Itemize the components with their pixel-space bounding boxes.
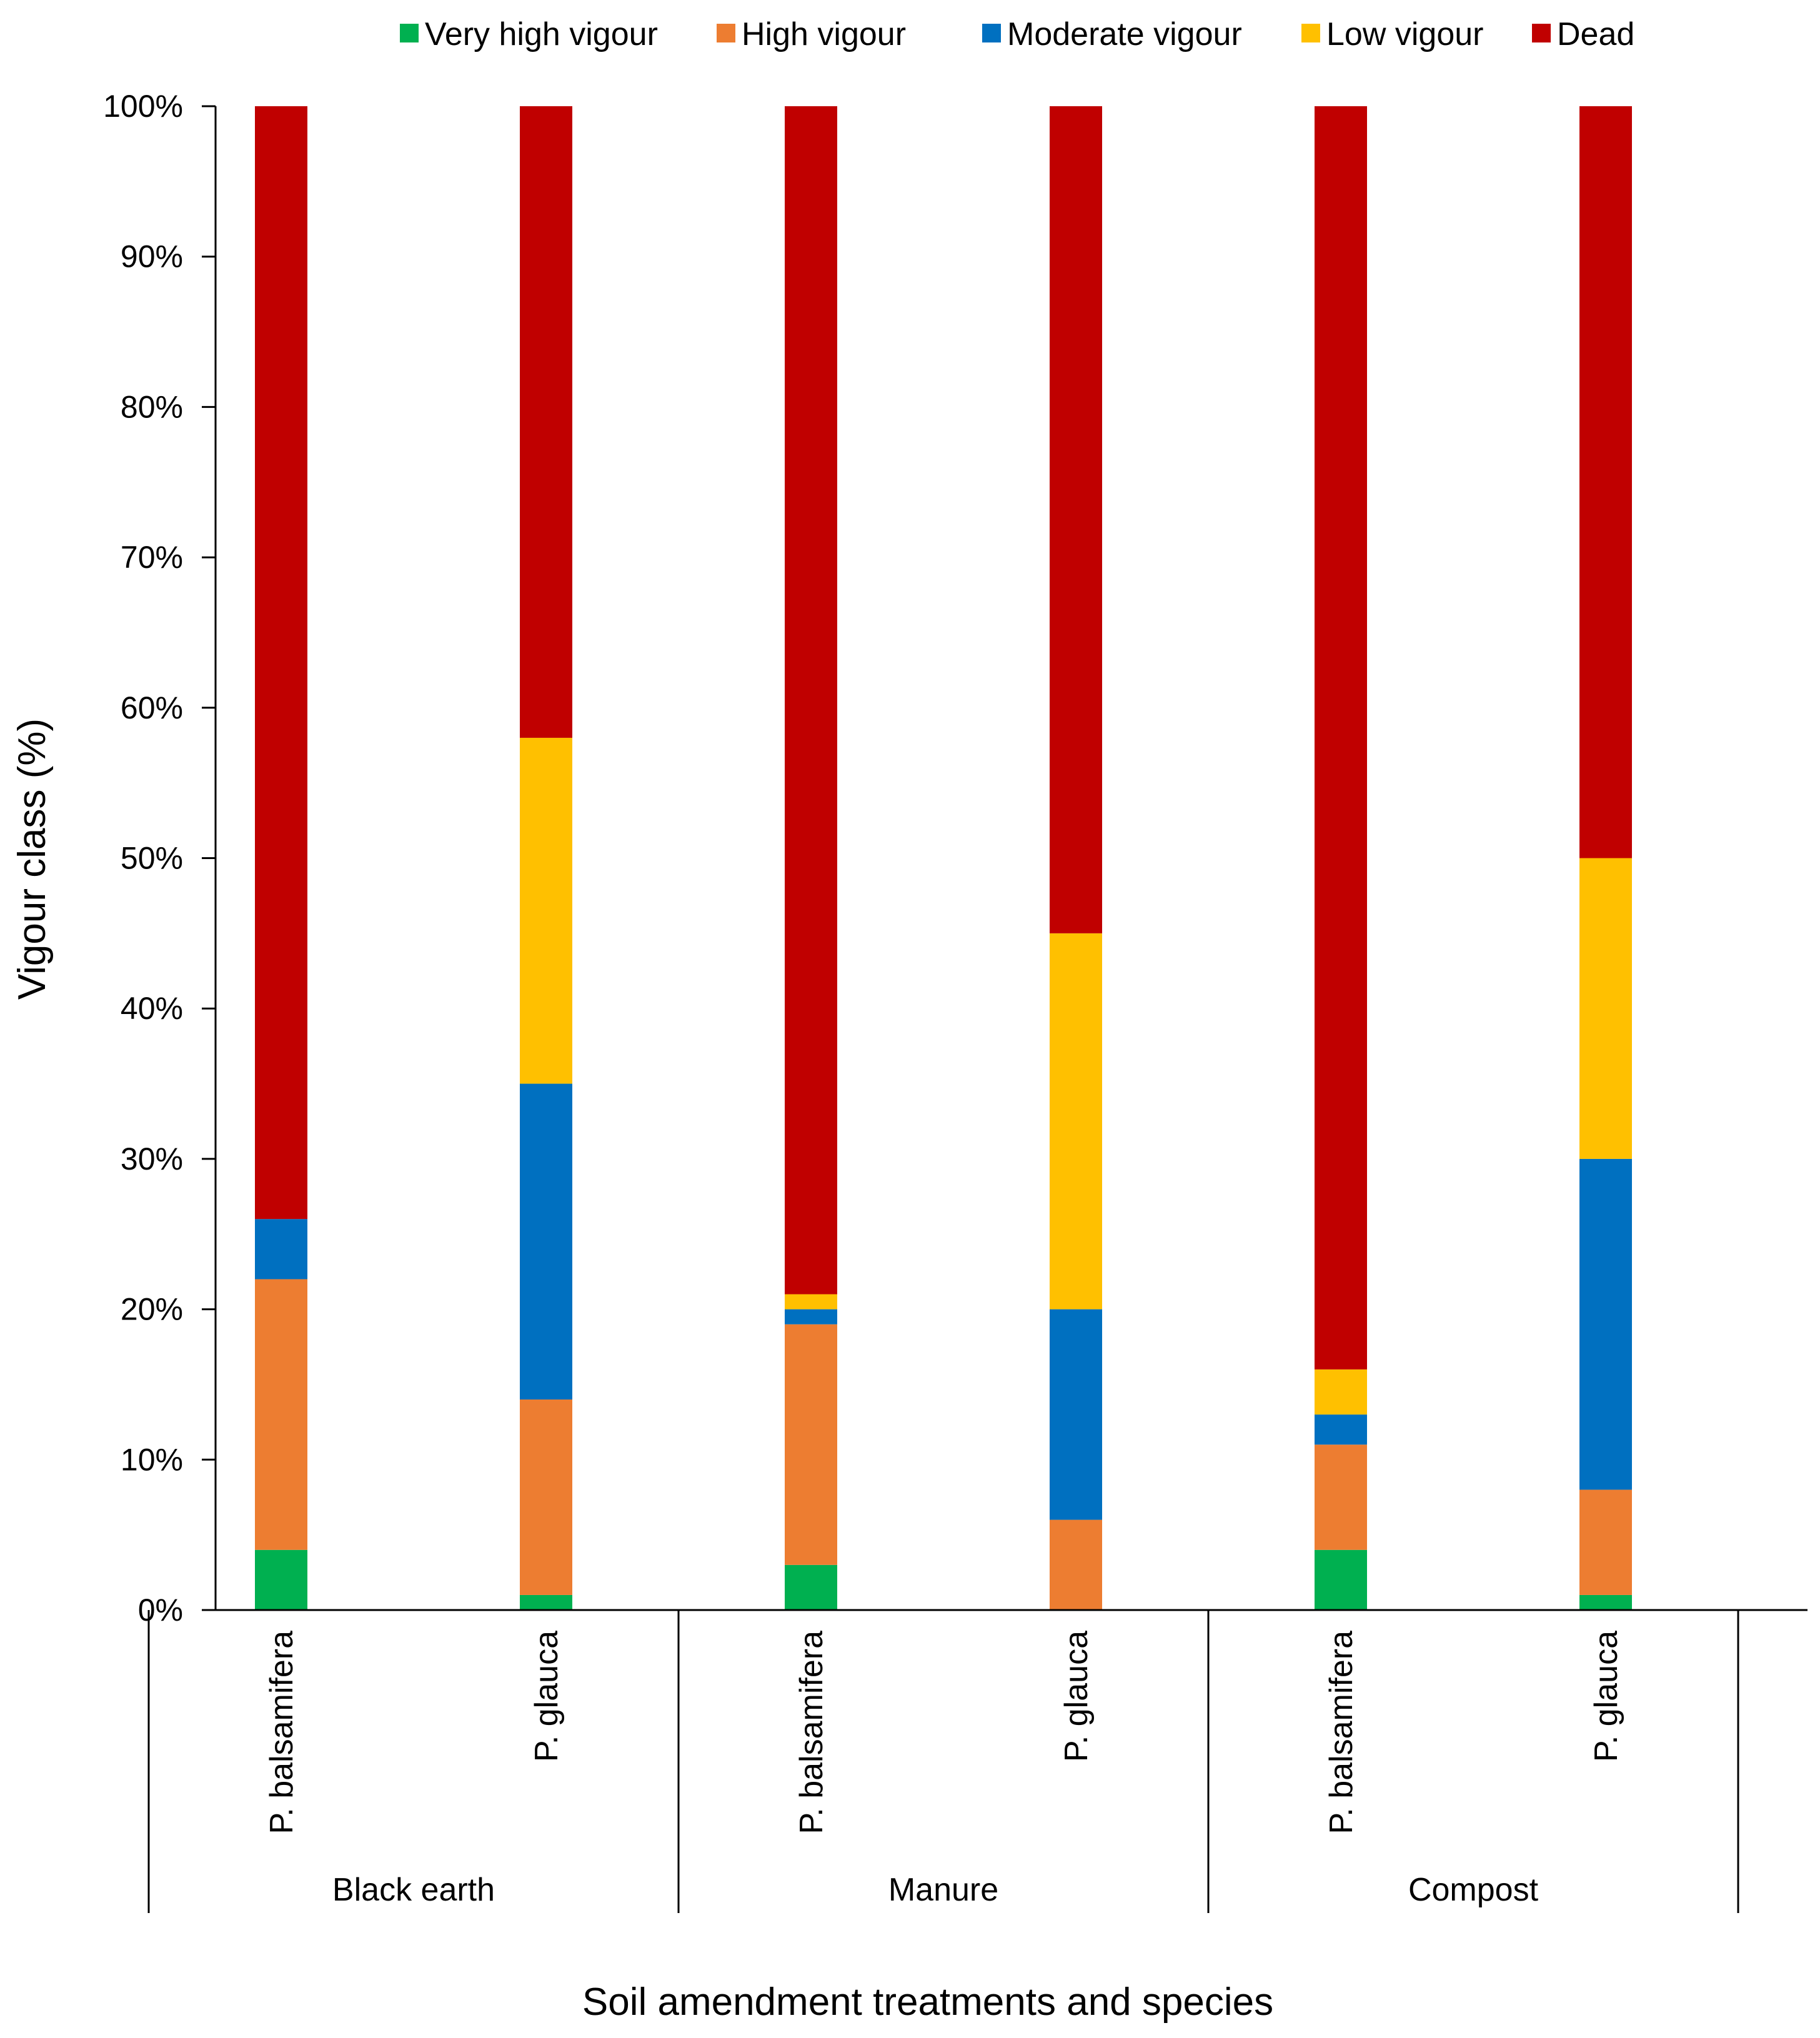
bar-segment [785,1309,837,1325]
legend-label: Dead [1557,16,1634,52]
bar-segment [1579,1594,1632,1610]
group-label: Manure [888,1872,998,1908]
bar-segment [1579,106,1632,858]
group-label: Black earth [332,1872,495,1908]
x-axis: Black earthManureCompostCom+MYKEMYKECont… [147,1609,1808,1913]
bar-segment [1315,1414,1367,1445]
bar-segment [785,1294,837,1310]
y-axis: 0% 10% 20% 30% 40% 50% 60% 70% 80% 90% 100% [103,89,217,1628]
legend-label: Moderate vigour [1007,16,1242,52]
bar-segment [255,1549,307,1610]
y-tick-label: 70% [121,540,183,575]
x-tick-label: P. balsamifera [264,1631,300,1834]
bar-segment [1050,106,1102,933]
bar-segment [1579,1158,1632,1490]
bar-segment [785,1324,837,1565]
bars [255,106,1632,1610]
bar-segment [520,1083,572,1400]
bar-segment [1050,1519,1102,1610]
x-axis-title: Soil amendment treatments and species [582,1981,1273,2024]
bar-segment [520,1594,572,1610]
y-tick-label: 10% [121,1442,183,1477]
y-tick-label: 80% [121,389,183,424]
x-tick-label: P. balsamifera [793,1631,830,1834]
bar-segment [1315,106,1367,1369]
legend-label: High vigour [742,16,906,52]
bar-segment [1315,1369,1367,1415]
bar-segment [1050,1309,1102,1520]
bar-segment [785,1564,837,1610]
legend-swatch [1301,24,1320,42]
legend-label: Very high vigour [425,16,658,52]
y-tick-label: 40% [121,991,183,1026]
legend: Very high vigour High vigour Moderate vigo… [400,16,1634,52]
y-tick-label: 50% [121,841,183,876]
bar-segment [785,106,837,1295]
y-tick-label: 30% [121,1141,183,1176]
bar-segment [520,106,572,738]
bar-segment [1315,1549,1367,1610]
bar-segment [520,737,572,1084]
y-tick-label: 20% [121,1292,183,1327]
legend-swatch [717,24,735,42]
y-tick-label: 60% [121,690,183,725]
x-tick-label: P. glauca [1058,1631,1095,1762]
bar-segment [255,1219,307,1280]
legend-swatch [400,24,419,42]
legend-label: Low vigour [1326,16,1483,52]
bar-segment [520,1399,572,1595]
y-tick-label: 0% [138,1593,183,1628]
y-tick-label: 100% [103,89,183,124]
x-tick-label: P. glauca [1588,1631,1624,1762]
y-tick-label: 90% [121,239,183,274]
bar-segment [255,1279,307,1550]
bar-segment [1050,933,1102,1310]
legend-swatch [982,24,1001,42]
bar-segment [255,106,307,1220]
bar-segment [1579,1489,1632,1595]
x-tick-label: P. glauca [529,1631,565,1762]
x-tick-label: P. balsamifera [1323,1631,1360,1834]
bar-segment [1579,858,1632,1159]
y-axis-title: Vigour class (%) [11,718,54,1000]
bar-segment [1315,1444,1367,1550]
legend-swatch [1532,24,1551,42]
group-label: Compost [1408,1872,1539,1908]
